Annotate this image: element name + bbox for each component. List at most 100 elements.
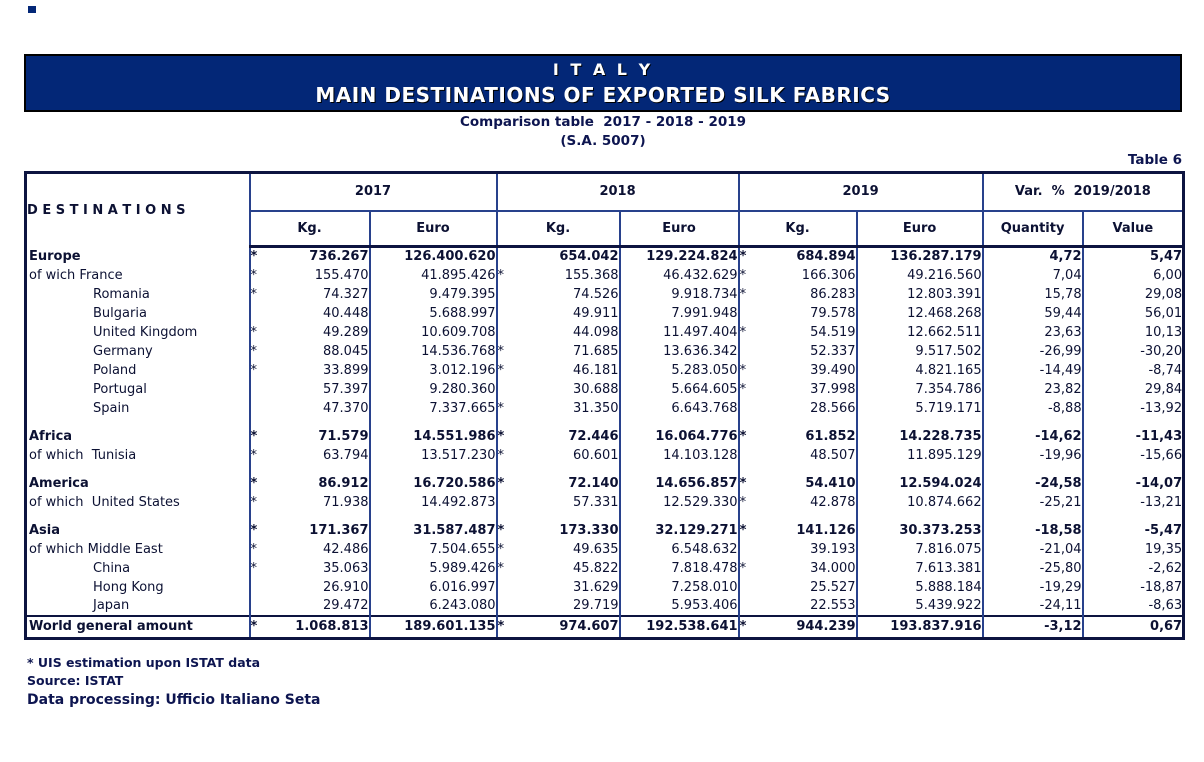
euro-header-2017: Euro [368,210,497,248]
euro-cell: 6.548.632 [618,539,739,559]
spacer-row [26,417,1184,427]
destination-cell: World general amount [29,619,193,635]
euro-cell [855,417,983,427]
euro-cell: 7.613.381 [855,558,983,578]
value-pct-cell: -30,20 [1081,341,1184,361]
estimation-flag-cell: * [248,520,270,540]
table-row: Hong Kong 26.910 6.016.997 31.629 7.258.010 2… [26,577,1184,597]
euro-cell: 14.492.873 [368,492,497,512]
estimation-flag-cell [737,511,759,521]
euro-cell [618,464,739,474]
destination-cell: China [93,560,131,576]
euro-cell: 6.643.768 [618,398,739,418]
euro-cell: 13.517.230 [368,445,497,465]
value-pct-cell: 0,67 [1081,615,1184,639]
estimation-flag-cell: * [737,265,759,285]
destination-cell: America [29,475,89,491]
table-row: America * 86.912 16.720.586 * 72.140 14.656.85… [26,473,1184,493]
estimation-flag-cell [248,464,270,474]
kg-cell: 61.852 [805,428,856,444]
kg-cell: 39.490 [810,362,856,378]
euro-cell: 7.354.786 [855,379,983,399]
euro-cell: 31.587.487 [368,520,497,540]
estimation-flag-cell [248,577,270,597]
euro-cell: 12.803.391 [855,284,983,304]
kg-cell: 30.688 [573,381,619,397]
estimation-flag-cell: * [248,341,270,361]
table-row: Asia * 171.367 31.587.487 * 173.330 32.129.271… [26,520,1184,540]
table-number-label: Table 6 [1127,152,1182,168]
kg-cell [270,512,370,521]
kg-cell: 71.938 [323,494,369,510]
destination-cell: of which Middle East [29,541,163,557]
kg-header-2018: Kg. [495,210,620,248]
estimation-flag-cell: * [248,492,270,512]
destination-cell: Bulgaria [93,305,147,321]
estimation-flag-cell [495,322,517,342]
kg-cell: 155.368 [564,267,619,283]
kg-cell: 28.566 [810,400,856,416]
estimation-flag-cell [495,511,517,521]
estimation-flag-cell: * [248,539,270,559]
euro-cell: 193.837.916 [855,615,983,639]
quantity-pct-cell: -26,99 [981,341,1083,361]
estimation-flag-cell: * [737,520,759,540]
euro-cell: 9.918.734 [618,284,739,304]
destination-cell: Poland [93,362,137,378]
kg-cell: 49.911 [573,305,619,321]
kg-cell: 74.327 [323,286,369,302]
kg-cell: 86.912 [318,475,369,491]
euro-cell: 7.504.655 [368,539,497,559]
country-title: I T A L Y [552,60,654,79]
estimation-flag-cell: * [495,265,517,285]
destination-cell: of which Tunisia [29,447,137,463]
value-pct-cell: 10,13 [1081,322,1184,342]
euro-cell: 6.243.080 [368,596,497,616]
euro-cell: 5.688.997 [368,303,497,323]
estimation-flag-cell [737,464,759,474]
euro-cell: 5.283.050 [618,360,739,380]
corner-mark [28,6,36,13]
euro-cell: 12.662.511 [855,322,983,342]
destination-cell [26,418,250,427]
kg-cell: 35.063 [323,560,369,576]
kg-cell: 736.267 [309,249,369,265]
euro-cell [855,464,983,474]
value-pct-cell: -8,63 [1081,596,1184,616]
report-title: MAIN DESTINATIONS OF EXPORTED SILK FABRI… [315,83,891,107]
quantity-pct-cell: 59,44 [981,303,1083,323]
estimation-flag-cell: * [248,473,270,493]
table-row: Europe * 736.267 126.400.620 654.042 129.224.… [26,246,1184,266]
quantity-pct-cell: -19,96 [981,445,1083,465]
destination-cell: Europe [29,248,81,264]
euro-cell: 7.818.478 [618,558,739,578]
euro-cell: 5.888.184 [855,577,983,597]
kg-cell: 171.367 [309,522,369,538]
euro-cell [855,511,983,521]
euro-header-2018: Euro [618,210,739,248]
report-page: I T A L Y MAIN DESTINATIONS OF EXPORTED … [24,54,1186,708]
table-row: of which Tunisia * 63.794 13.517.230 * 60.601… [26,445,1184,465]
quantity-pct-cell: -25,21 [981,492,1083,512]
kg-cell [759,465,857,474]
euro-cell: 14.103.128 [618,445,739,465]
estimation-flag-cell: * [495,473,517,493]
euro-cell: 9.517.502 [855,341,983,361]
kg-cell: 1.068.813 [295,619,369,635]
estimation-flag-cell: * [737,492,759,512]
kg-cell: 57.397 [323,381,369,397]
kg-cell: 42.486 [323,541,369,557]
value-pct-cell: -11,43 [1081,426,1184,446]
estimation-flag-cell [495,246,517,266]
quantity-pct-cell: -25,80 [981,558,1083,578]
kg-cell: 166.306 [801,267,856,283]
estimation-flag-cell: * [737,284,759,304]
estimation-flag-cell [248,596,270,616]
estimation-footnote: * UIS estimation upon ISTAT data [27,655,261,670]
estimation-flag-cell: * [248,615,270,639]
kg-cell: 39.193 [810,541,856,557]
kg-cell: 88.045 [323,343,369,359]
kg-cell: 63.794 [323,447,369,463]
estimation-flag-cell: * [737,615,759,639]
quantity-pct-cell [981,464,1083,474]
